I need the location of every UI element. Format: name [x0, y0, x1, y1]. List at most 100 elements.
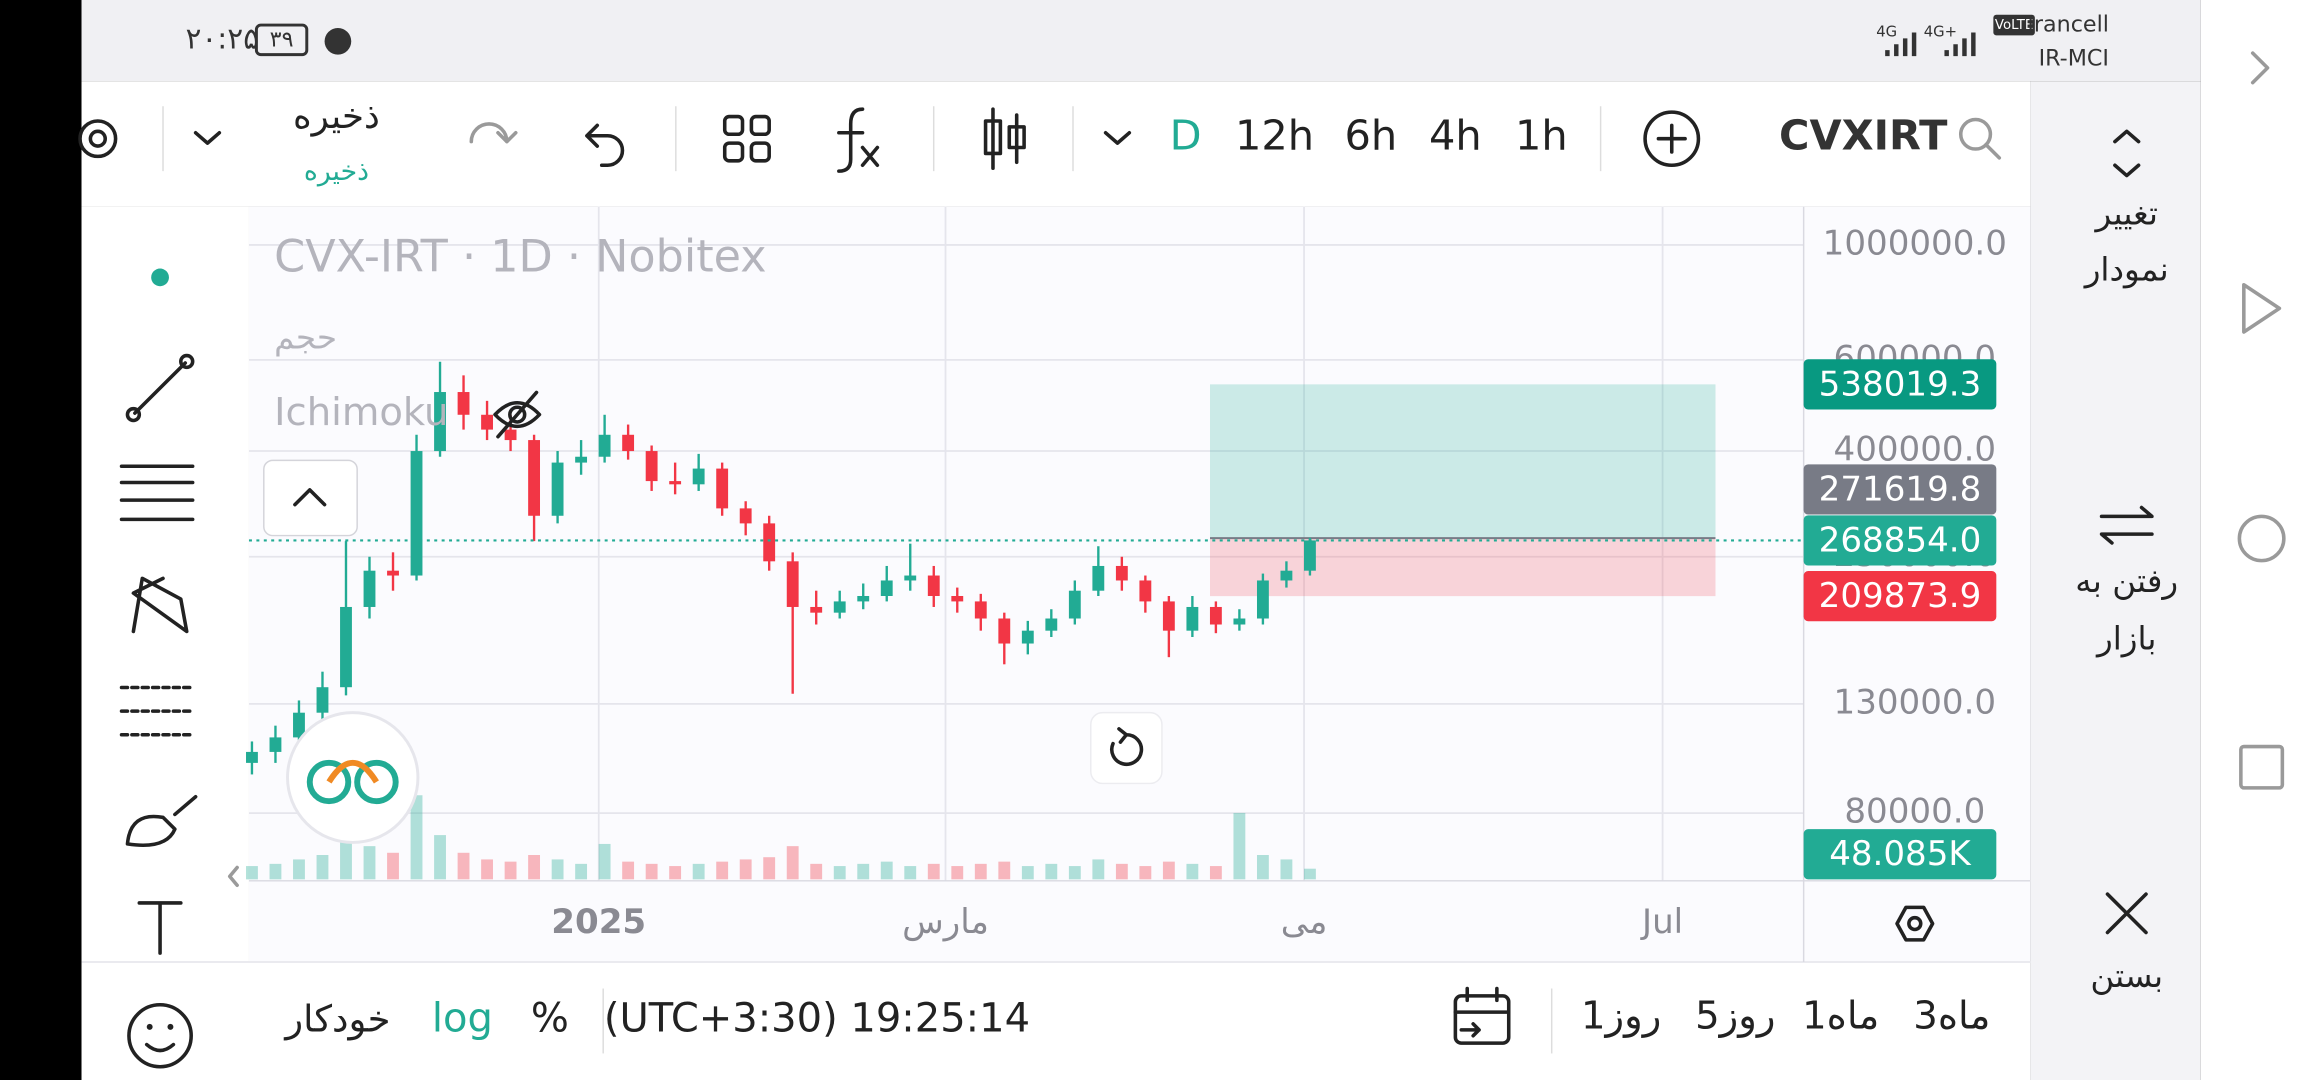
pattern-tool[interactable]	[131, 576, 189, 634]
search-button[interactable]	[1958, 117, 2002, 160]
nav-forward[interactable]	[2250, 51, 2270, 85]
auto-toggle[interactable]: خودکار	[283, 998, 390, 1041]
change-chart-icon[interactable]	[2113, 129, 2141, 178]
undo-button[interactable]	[585, 123, 625, 168]
brush-tool[interactable]	[125, 794, 198, 847]
y-tick-label: 1000000.0	[1823, 223, 2007, 263]
indicator-label: Ichimoku	[274, 390, 448, 435]
go-market-icon[interactable]	[2099, 505, 2154, 545]
line-tool[interactable]	[125, 353, 195, 423]
volume-bar	[528, 855, 541, 880]
change-chart-label[interactable]: نمودار	[2083, 251, 2169, 289]
emoji-icon	[144, 1042, 176, 1053]
percent-toggle[interactable]: %	[531, 996, 569, 1042]
collapse-legend-icon	[293, 488, 327, 507]
gear-icon	[78, 119, 118, 159]
redo-button[interactable]	[469, 122, 518, 144]
candle-body	[1280, 570, 1293, 581]
plus-circle	[1643, 110, 1701, 168]
chevron-icon[interactable]	[1103, 131, 1132, 145]
symbol-button[interactable]: CVXIRT	[1779, 112, 1948, 160]
interval-button[interactable]: 4h	[1429, 112, 1482, 160]
candle-body	[1209, 606, 1222, 625]
axes: 1000000.0600000.0400000.0250000.0130000.…	[551, 223, 2007, 942]
nav-home[interactable]	[2237, 514, 2286, 563]
volume-bar	[481, 859, 493, 880]
volume-bar	[692, 863, 705, 880]
reset-button[interactable]	[1090, 711, 1163, 785]
volte: VoLTE	[1995, 18, 2033, 33]
candle-body	[269, 737, 282, 752]
candle-body	[481, 414, 493, 430]
candle-body	[246, 751, 258, 763]
volume-bar	[904, 866, 917, 880]
close-icon[interactable]	[2105, 892, 2148, 935]
compare-button[interactable]	[1643, 110, 1701, 168]
candle-body	[598, 434, 611, 457]
nav-back[interactable]	[2242, 282, 2282, 334]
collapse-tools[interactable]	[227, 865, 239, 888]
candle-body	[1162, 601, 1175, 631]
candle-body	[1068, 590, 1081, 619]
side-panel	[2030, 81, 2201, 1080]
range-button[interactable]: 3ماه	[1913, 994, 1990, 1039]
last-price-label-box	[1803, 515, 1997, 566]
candle-body	[293, 712, 305, 738]
interval-button[interactable]: D	[1170, 112, 1202, 160]
reset-box	[1090, 711, 1163, 785]
volume-bar	[316, 855, 329, 880]
candle-body	[833, 601, 846, 613]
indicators-button[interactable]	[837, 107, 880, 173]
volume-bar	[974, 863, 987, 880]
y-tick-label: 80000.0	[1844, 792, 1985, 832]
volte-badge	[1993, 14, 2035, 36]
layout-cell	[722, 114, 745, 137]
emoji-tool[interactable]	[127, 1002, 193, 1069]
last-volume-label: 48.085K	[1829, 834, 1972, 874]
nav-recents[interactable]	[2239, 744, 2285, 790]
range-button[interactable]: 5روز	[1695, 994, 1775, 1039]
candle-body	[904, 575, 917, 581]
candle-body	[692, 468, 705, 485]
profit-zone	[1210, 384, 1716, 539]
collapse-legend[interactable]	[263, 459, 358, 537]
lines-tool[interactable]	[119, 464, 195, 522]
carrier: Irancell	[2027, 12, 2109, 38]
close-label[interactable]: بستن	[2090, 957, 2163, 995]
hide-indicator[interactable]	[493, 390, 542, 439]
search-icon	[1984, 142, 2002, 160]
layout-cell	[749, 141, 771, 163]
candle-body	[1139, 580, 1152, 602]
interval-button[interactable]: 12h	[1235, 112, 1314, 160]
chart-type-button[interactable]	[983, 107, 1026, 170]
candle-body	[763, 523, 776, 562]
axis-settings[interactable]	[1895, 905, 1935, 942]
volume-bar	[269, 863, 282, 880]
battery-level: ۳۹	[270, 26, 294, 52]
go-market-label[interactable]: بازار	[2095, 619, 2157, 657]
fib-tool[interactable]	[119, 685, 195, 737]
goto-date[interactable]	[1453, 986, 1511, 1045]
go-market-label[interactable]: رفتن به	[2075, 562, 2178, 600]
drawing-tools	[81, 206, 249, 962]
candle-body	[575, 456, 588, 463]
interval-button[interactable]: 1h	[1515, 112, 1568, 160]
interval-button[interactable]: 6h	[1345, 112, 1398, 160]
candle-body	[1233, 618, 1246, 625]
battery-icon	[254, 23, 309, 57]
settings-button[interactable]	[78, 119, 118, 159]
candle-body	[551, 462, 564, 516]
volume-bar	[622, 861, 635, 880]
range-button[interactable]: 1روز	[1581, 994, 1661, 1039]
change-chart-label[interactable]: تغییر	[2094, 194, 2158, 232]
text-tool[interactable]	[137, 901, 183, 955]
range-button[interactable]: 1ماه	[1802, 994, 1879, 1039]
entry-label: 271619.8	[1819, 469, 1982, 509]
volume-bar	[387, 852, 399, 880]
chevron-icon[interactable]	[193, 131, 222, 145]
volume-bar	[457, 852, 470, 880]
layout-button[interactable]	[722, 114, 771, 163]
save-button[interactable]: ذخیره	[293, 96, 380, 137]
left-bezel	[0, 0, 82, 1080]
log-toggle[interactable]: log	[432, 996, 493, 1042]
